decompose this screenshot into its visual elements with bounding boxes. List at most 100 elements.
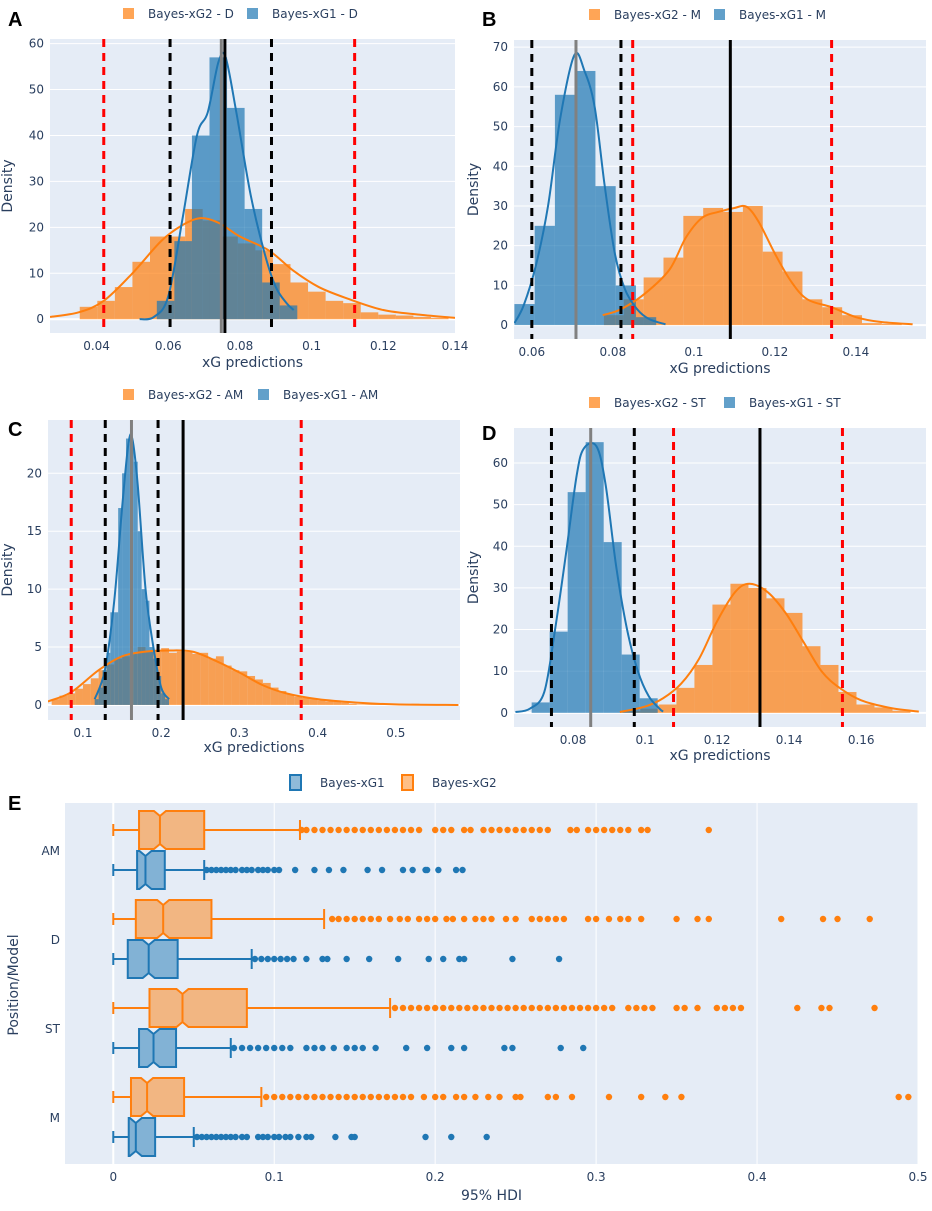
legend-swatch	[258, 389, 269, 400]
panel-a: 0 10 20 30 40 50 60 0.04 0.06 0.08 0.1 0.12 0.14 Baye…	[0, 7, 468, 371]
hist-xG2-bar	[176, 651, 185, 705]
outlier-point	[504, 1004, 511, 1012]
outlier-point	[440, 1093, 447, 1101]
y-tick-label: 70	[493, 40, 508, 54]
x-tick-label: 0.08	[227, 339, 254, 353]
hist-xG1-bar	[106, 652, 111, 705]
y-tick-label: 50	[493, 120, 508, 134]
x-tick-label: 0.16	[848, 733, 875, 747]
box-bayes-xg1-m	[127, 1117, 157, 1157]
y-tick-label: 50	[29, 83, 44, 97]
hist-xG1-bar	[141, 589, 146, 705]
outlier-point	[641, 1004, 648, 1012]
x-tick-label: 0.04	[83, 339, 110, 353]
x-tick-label: 0.5	[386, 726, 405, 740]
panel-letter-a: A	[8, 9, 22, 31]
outlier-point	[330, 1044, 337, 1052]
hist-xG2-bar	[231, 670, 240, 705]
outlier-point	[480, 826, 487, 834]
outlier-point	[826, 1004, 833, 1012]
outlier-point	[713, 1004, 721, 1012]
outlier-point	[311, 866, 318, 874]
outlier-point	[485, 1093, 492, 1101]
outlier-point	[264, 955, 271, 963]
outlier-point	[496, 1093, 503, 1101]
outlier-point	[319, 955, 326, 963]
x-tick-label: 0.3	[587, 1170, 606, 1184]
hist-xG2-bar	[766, 598, 785, 713]
outlier-point	[544, 915, 552, 923]
y-tick-label: 40	[29, 128, 44, 142]
outlier-point	[208, 866, 215, 874]
x-tick-label: 0.14	[843, 345, 870, 359]
outlier-point	[552, 1093, 560, 1101]
outlier-point	[905, 1093, 912, 1101]
y-tick-label: 0	[500, 706, 508, 720]
outlier-point	[637, 826, 645, 834]
outlier-point	[502, 915, 510, 923]
hist-xG1-bar	[133, 461, 138, 705]
legend-label: Bayes-xG1 - D	[272, 7, 358, 21]
legend-swatch	[724, 397, 735, 408]
outlier-point	[409, 866, 416, 874]
outlier-point	[625, 1004, 632, 1012]
outlier-point	[467, 826, 474, 834]
legend-label: Bayes-xG1 - M	[739, 8, 826, 22]
hist-xG1-bar	[554, 94, 576, 326]
outlier-point	[777, 915, 785, 923]
hist-xG1-bar	[595, 186, 616, 326]
y-tick-label: 30	[29, 174, 44, 188]
kde-xG2-curve	[619, 582, 919, 713]
y-tick-label: 10	[493, 278, 508, 292]
outlier-point	[311, 1044, 318, 1052]
outlier-point	[705, 915, 712, 923]
outlier-point	[509, 955, 516, 963]
outlier-point	[238, 866, 246, 874]
hist-xG1-bar	[585, 442, 604, 713]
outlier-point	[243, 866, 251, 874]
hist-xG2-bar	[395, 315, 414, 320]
outlier-point	[319, 826, 326, 834]
y-tick-label: AM	[41, 844, 60, 858]
outlier-point	[512, 915, 519, 923]
hist-xG2-bar	[856, 704, 875, 713]
plot-content	[514, 40, 913, 339]
outlier-point	[449, 915, 457, 923]
hist-xG2-bar	[348, 703, 357, 705]
hist-xG2-bar	[82, 684, 91, 705]
hist-xG2-bar	[762, 251, 783, 326]
outlier-point	[456, 1004, 463, 1012]
legend-swatch	[401, 774, 414, 791]
outlier-point	[324, 955, 331, 963]
hist-xG2-bar	[294, 696, 302, 705]
hist-xG1-bar	[110, 612, 115, 705]
hist-xG2-bar	[782, 271, 803, 326]
outlier-point	[303, 1133, 310, 1141]
box-bayes-xg1-d	[126, 939, 179, 979]
hist-xG2-bar	[413, 316, 431, 320]
outlier-point	[287, 1093, 294, 1101]
hist-xG1-bar	[227, 107, 245, 320]
outlier-point	[649, 1004, 656, 1012]
outlier-point	[343, 955, 350, 963]
y-tick-label: 10	[493, 664, 508, 678]
outlier-point	[580, 1044, 587, 1052]
hist-xG2-bar	[270, 687, 279, 705]
outlier-point	[222, 866, 230, 874]
x-tick-label: 0.1	[73, 726, 92, 740]
x-tick-label: 0.08	[599, 345, 626, 359]
outlier-point	[222, 1133, 230, 1141]
outlier-point	[407, 1093, 415, 1101]
y-tick-label: 40	[493, 539, 508, 553]
hist-xG2-bar	[192, 653, 201, 705]
hist-xG2-bar	[262, 682, 271, 705]
outlier-point	[282, 1133, 289, 1141]
hist-xG2-bar	[430, 317, 449, 320]
outlier-point	[488, 915, 495, 923]
outlier-point	[435, 866, 442, 874]
outlier-point	[217, 866, 225, 874]
outlier-point	[232, 1133, 239, 1141]
outlier-point	[496, 1004, 503, 1012]
hist-xG2-bar	[842, 315, 862, 326]
outlier-point	[448, 826, 455, 834]
